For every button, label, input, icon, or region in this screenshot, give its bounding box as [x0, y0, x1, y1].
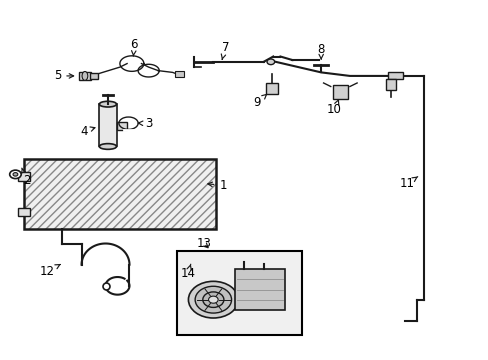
- Circle shape: [10, 170, 21, 179]
- Text: 14: 14: [180, 264, 195, 280]
- Bar: [175, 71, 183, 77]
- Circle shape: [208, 296, 218, 303]
- Text: 5: 5: [54, 69, 74, 82]
- Bar: [99, 104, 116, 147]
- Bar: [18, 207, 30, 216]
- Bar: [89, 73, 98, 79]
- Text: 9: 9: [253, 94, 266, 109]
- Ellipse shape: [99, 144, 116, 149]
- Bar: [18, 172, 30, 181]
- Bar: [385, 80, 396, 90]
- Text: 13: 13: [196, 237, 211, 250]
- Text: 10: 10: [326, 100, 341, 116]
- Circle shape: [188, 281, 238, 318]
- Bar: [79, 72, 91, 80]
- Text: 2: 2: [21, 168, 30, 186]
- Bar: [265, 83, 278, 94]
- Bar: [332, 85, 347, 99]
- Text: 11: 11: [399, 177, 417, 190]
- Bar: [387, 72, 402, 80]
- Text: 12: 12: [40, 265, 60, 278]
- Ellipse shape: [82, 72, 88, 80]
- Text: 6: 6: [130, 38, 138, 56]
- Text: 4: 4: [80, 125, 95, 138]
- Circle shape: [13, 172, 18, 176]
- Text: 1: 1: [207, 179, 226, 192]
- Text: 8: 8: [317, 43, 324, 59]
- Circle shape: [266, 59, 274, 65]
- Bar: [24, 159, 215, 229]
- Text: 7: 7: [221, 41, 228, 59]
- Bar: [177, 251, 302, 335]
- Circle shape: [195, 286, 231, 313]
- Circle shape: [203, 292, 224, 307]
- Bar: [234, 269, 285, 310]
- Ellipse shape: [99, 101, 116, 107]
- Text: 3: 3: [138, 117, 152, 130]
- Bar: [24, 159, 215, 229]
- Bar: [116, 122, 127, 130]
